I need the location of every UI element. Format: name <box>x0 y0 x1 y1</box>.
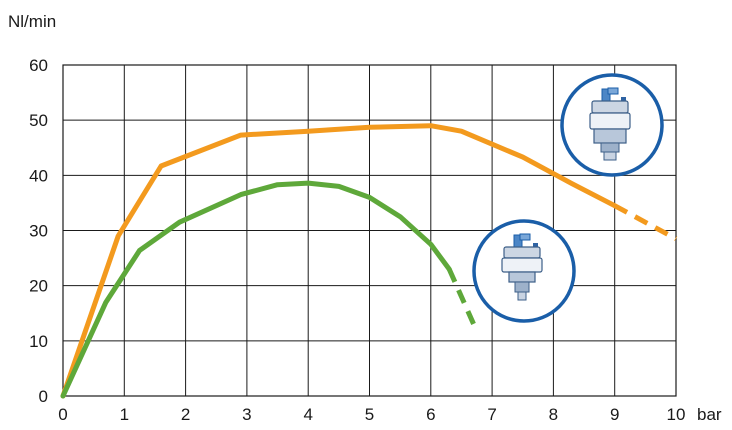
x-axis-label: bar <box>697 405 722 424</box>
x-tick-label: 7 <box>487 405 496 424</box>
x-tick-label: 4 <box>303 405 312 424</box>
series-dashed-1 <box>613 203 678 241</box>
x-tick-label: 2 <box>181 405 190 424</box>
series-line-2 <box>60 180 452 399</box>
y-tick-label: 10 <box>29 332 48 351</box>
y-tick-label: 30 <box>29 222 48 241</box>
y-tick-label: 40 <box>29 166 48 185</box>
plot-frame <box>62 64 677 397</box>
y-tick-label: 60 <box>29 56 48 75</box>
series-group <box>60 123 678 399</box>
tick-labels: 0 1 2 3 4 5 6 7 8 9 10 0 10 20 30 40 50 60 <box>29 56 685 424</box>
x-tick-label: 10 <box>667 405 686 424</box>
y-tick-label: 0 <box>39 387 48 406</box>
large-valve-badge <box>560 73 664 177</box>
series-line-1 <box>60 123 618 399</box>
series-dashed-2 <box>446 268 476 326</box>
x-tick-label: 5 <box>365 405 374 424</box>
y-axis-label: Nl/min <box>8 12 56 31</box>
small-valve-badge <box>472 219 576 323</box>
y-tick-label: 50 <box>29 111 48 130</box>
x-tick-label: 6 <box>426 405 435 424</box>
small-valve-icon <box>501 233 543 301</box>
x-tick-label: 0 <box>58 405 67 424</box>
x-tick-label: 9 <box>610 405 619 424</box>
x-tick-label: 8 <box>549 405 558 424</box>
large-valve-icon <box>589 87 631 161</box>
x-tick-label: 3 <box>242 405 251 424</box>
x-tick-label: 1 <box>120 405 129 424</box>
y-tick-label: 20 <box>29 277 48 296</box>
